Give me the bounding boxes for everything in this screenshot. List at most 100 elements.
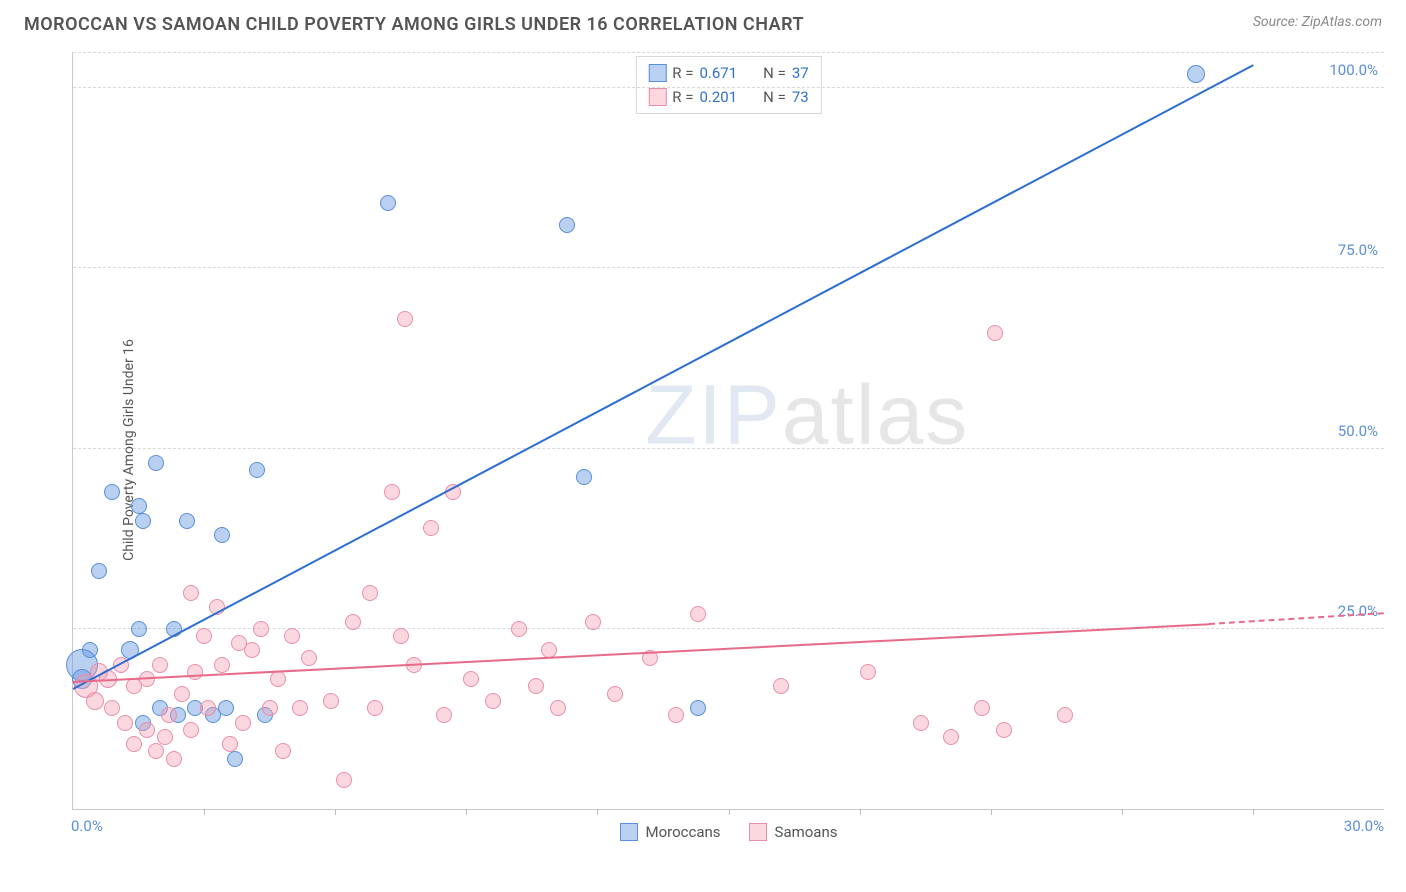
legend-item: Moroccans <box>620 823 721 841</box>
data-point <box>607 686 623 702</box>
trend-line <box>73 65 1254 690</box>
data-point <box>367 700 383 716</box>
data-point <box>166 751 182 767</box>
data-point <box>690 700 706 716</box>
legend-item: Samoans <box>749 823 838 841</box>
data-point <box>380 195 396 211</box>
data-point <box>214 527 230 543</box>
stats-legend-row: R = 0.201 N = 73 <box>648 85 808 109</box>
data-point <box>179 513 195 529</box>
data-point <box>336 772 352 788</box>
data-point <box>227 751 243 767</box>
x-tick <box>204 809 205 815</box>
legend-swatch <box>620 823 638 841</box>
data-point <box>82 642 98 658</box>
data-point <box>235 715 251 731</box>
data-point <box>463 671 479 687</box>
data-point <box>292 700 308 716</box>
data-point <box>585 614 601 630</box>
gridline <box>73 87 1384 88</box>
x-tick <box>1122 809 1123 815</box>
data-point <box>126 736 142 752</box>
data-point <box>485 693 501 709</box>
data-point <box>362 585 378 601</box>
data-point <box>148 455 164 471</box>
data-point <box>511 621 527 637</box>
data-point <box>218 700 234 716</box>
data-point <box>253 621 269 637</box>
data-point <box>773 678 789 694</box>
data-point <box>528 678 544 694</box>
n-value: 37 <box>792 61 809 85</box>
y-tick-label: 50.0% <box>1338 422 1378 440</box>
r-label: R = <box>672 85 693 109</box>
data-point <box>1057 707 1073 723</box>
data-point <box>161 707 177 723</box>
data-point <box>244 642 260 658</box>
x-axis-max-label: 30.0% <box>1344 817 1384 835</box>
legend-swatch <box>749 823 767 841</box>
data-point <box>187 664 203 680</box>
data-point <box>576 469 592 485</box>
data-point <box>301 650 317 666</box>
n-value: 73 <box>792 85 809 109</box>
data-point <box>397 311 413 327</box>
stats-legend: R = 0.671 N = 37 R = 0.201 N = 73 <box>635 56 821 114</box>
data-point <box>117 715 133 731</box>
data-point <box>131 621 147 637</box>
plot-area: ZIPatlas R = 0.671N = 37R = 0.201N = 73 … <box>72 52 1384 810</box>
chart-title: MOROCCAN VS SAMOAN CHILD POVERTY AMONG G… <box>24 14 804 35</box>
data-point <box>974 700 990 716</box>
legend-swatch <box>648 64 666 82</box>
data-point <box>284 628 300 644</box>
r-value: 0.201 <box>699 85 737 109</box>
data-point <box>183 722 199 738</box>
data-point <box>135 513 151 529</box>
data-point <box>157 729 173 745</box>
x-tick <box>729 809 730 815</box>
data-point <box>86 692 104 710</box>
data-point <box>196 628 212 644</box>
x-tick <box>335 809 336 815</box>
n-label: N = <box>763 61 786 85</box>
legend-label: Moroccans <box>646 823 721 841</box>
x-tick <box>466 809 467 815</box>
data-point <box>104 484 120 500</box>
stats-legend-row: R = 0.671 N = 37 <box>648 61 808 85</box>
gridline <box>73 628 1384 629</box>
data-point <box>104 700 120 716</box>
data-point <box>222 736 238 752</box>
r-label: R = <box>672 61 693 85</box>
data-point <box>423 520 439 536</box>
data-point <box>91 563 107 579</box>
x-axis-origin-label: 0.0% <box>71 817 103 835</box>
data-point <box>183 585 199 601</box>
data-point <box>987 325 1003 341</box>
gridline <box>73 267 1384 268</box>
n-label: N = <box>763 85 786 109</box>
data-point <box>996 722 1012 738</box>
data-point <box>943 729 959 745</box>
data-point <box>559 217 575 233</box>
data-point <box>174 686 190 702</box>
x-tick <box>597 809 598 815</box>
x-tick <box>1253 809 1254 815</box>
data-point <box>323 693 339 709</box>
data-point <box>262 700 278 716</box>
data-point <box>345 614 361 630</box>
correlation-chart: Child Poverty Among Girls Under 16 ZIPat… <box>54 52 1384 848</box>
y-tick-label: 25.0% <box>1338 602 1378 620</box>
data-point <box>1187 65 1205 83</box>
data-point <box>200 700 216 716</box>
series-legend: Moroccans Samoans <box>620 823 838 841</box>
legend-swatch <box>648 88 666 106</box>
trend-line <box>73 623 1209 683</box>
data-point <box>270 671 286 687</box>
r-value: 0.671 <box>699 61 737 85</box>
data-point <box>152 657 168 673</box>
data-point <box>249 462 265 478</box>
data-point <box>550 700 566 716</box>
data-point <box>384 484 400 500</box>
gridline <box>73 52 1384 53</box>
data-point <box>148 743 164 759</box>
